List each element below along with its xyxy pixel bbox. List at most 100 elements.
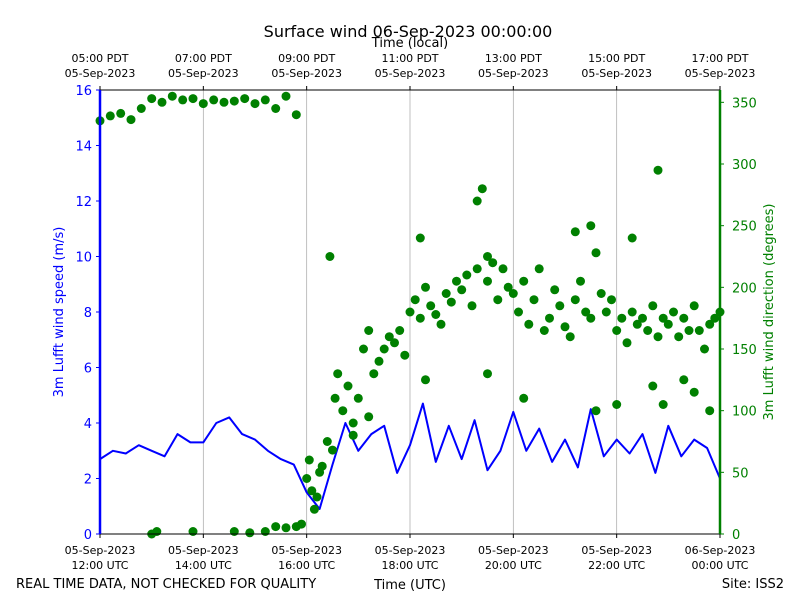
x-tick-date: 05-Sep-2023 <box>65 544 136 557</box>
wind-direction-point <box>570 295 580 305</box>
wind-direction-point <box>374 356 384 366</box>
wind-direction-point <box>658 313 668 323</box>
x-tick-date: 06-Sep-2023 <box>685 544 756 557</box>
wind-direction-point <box>188 527 198 536</box>
left-tick-label: 6 <box>84 362 92 377</box>
wind-direction-point <box>400 350 410 360</box>
left-tick-label: 16 <box>75 84 92 99</box>
wind-direction-point <box>328 445 337 455</box>
wind-direction-point <box>271 104 281 113</box>
wind-direction-point <box>658 400 668 409</box>
wind-direction-point <box>581 307 591 317</box>
wind-direction-point <box>483 369 492 379</box>
wind-direction-point <box>586 221 596 231</box>
wind-direction-point <box>126 115 136 125</box>
left-tick-label: 2 <box>84 473 92 488</box>
wind-direction-point <box>705 319 715 329</box>
top-tick-date: 05-Sep-2023 <box>581 67 652 80</box>
wind-direction-point <box>359 344 368 354</box>
wind-direction-point <box>627 307 637 317</box>
chart-title: Surface wind 06-Sep-2023 00:00:00 <box>264 22 553 41</box>
top-tick-time: 07:00 PDT <box>175 52 232 65</box>
wind-direction-point <box>638 313 647 323</box>
wind-direction-point <box>700 344 709 354</box>
wind-direction-point <box>710 313 720 323</box>
x-tick-time: 20:00 UTC <box>485 559 542 572</box>
wind-direction-point <box>250 99 260 109</box>
wind-direction-point <box>312 492 322 502</box>
wind-direction-point <box>330 393 340 403</box>
wind-direction-point <box>147 94 157 104</box>
wind-direction-point <box>689 301 699 311</box>
wind-direction-point <box>586 313 596 323</box>
wind-direction-point <box>281 91 291 101</box>
wind-direction-point <box>271 522 281 532</box>
wind-direction-point <box>353 393 363 403</box>
wind-direction-point <box>446 297 456 307</box>
x-tick-time: 00:00 UTC <box>691 559 748 572</box>
wind-direction-point <box>477 184 487 194</box>
top-tick-time: 05:00 PDT <box>71 52 128 65</box>
wind-direction-point <box>565 332 575 342</box>
wind-direction-point <box>591 406 601 416</box>
top-tick-time: 11:00 PDT <box>381 52 438 65</box>
wind-direction-point <box>307 486 317 496</box>
wind-direction-point <box>596 289 606 298</box>
wind-direction-point <box>304 455 314 465</box>
bottom-axis-ticks: 05-Sep-2023 12:00 UTC 05-Sep-2023 14:00 UTC… <box>65 534 756 572</box>
wind-direction-point <box>467 301 477 311</box>
wind-direction-point <box>219 97 229 107</box>
wind-direction-point <box>384 332 394 342</box>
wind-direction-point <box>705 406 715 416</box>
wind-direction-point <box>348 418 358 428</box>
wind-direction-point <box>167 91 177 101</box>
right-tick-label: 350 <box>732 96 757 111</box>
wind-direction-point <box>291 110 301 120</box>
wind-direction-point <box>524 319 534 329</box>
wind-direction-point <box>369 369 379 379</box>
wind-direction-point <box>570 227 580 237</box>
wind-direction-point <box>333 369 343 379</box>
right-tick-label: 0 <box>732 528 740 543</box>
wind-direction-point <box>503 282 513 292</box>
wind-direction-point <box>260 95 270 105</box>
wind-direction-point <box>441 289 451 298</box>
left-axis-label: 3m Lufft wind speed (m/s) <box>52 227 67 398</box>
wind-direction-point <box>545 313 554 323</box>
wind-direction-point <box>322 437 332 446</box>
wind-direction-point <box>694 326 704 335</box>
top-tick-date: 05-Sep-2023 <box>685 67 756 80</box>
wind-direction-point <box>550 285 560 295</box>
wind-direction-point <box>395 326 405 335</box>
right-tick-label: 250 <box>732 220 757 235</box>
wind-direction-point <box>405 307 415 317</box>
wind-direction-point <box>674 332 684 342</box>
x-tick-date: 05-Sep-2023 <box>478 544 549 557</box>
top-axis-ticks: 05:00 PDT 05-Sep-2023 07:00 PDT 05-Sep-2023… <box>65 52 756 90</box>
wind-direction-point <box>648 381 658 391</box>
wind-direction-point <box>457 285 467 295</box>
left-tick-label: 12 <box>75 195 92 210</box>
wind-direction-point <box>534 264 544 274</box>
wind-direction-point <box>679 375 689 385</box>
wind-direction-point <box>483 252 492 261</box>
wind-direction-point <box>229 96 239 106</box>
x-tick-time: 18:00 UTC <box>381 559 438 572</box>
x-tick-time: 22:00 UTC <box>588 559 645 572</box>
left-axis-ticks: 0 2 4 6 8 10 12 14 16 <box>75 84 100 543</box>
wind-direction-point <box>653 332 663 342</box>
right-tick-label: 200 <box>732 281 757 296</box>
wind-direction-point <box>421 282 430 292</box>
wind-direction-point <box>622 338 632 348</box>
left-tick-label: 4 <box>84 417 92 432</box>
wind-direction-point <box>689 387 699 397</box>
quality-note: REAL TIME DATA, NOT CHECKED FOR QUALITY <box>16 577 316 592</box>
left-tick-label: 8 <box>84 306 92 321</box>
top-tick-date: 05-Sep-2023 <box>65 67 136 80</box>
wind-direction-point <box>188 94 198 104</box>
wind-direction-point <box>281 523 291 533</box>
wind-direction-point <box>627 233 637 243</box>
wind-direction-point <box>178 95 188 105</box>
wind-direction-point <box>325 252 335 261</box>
